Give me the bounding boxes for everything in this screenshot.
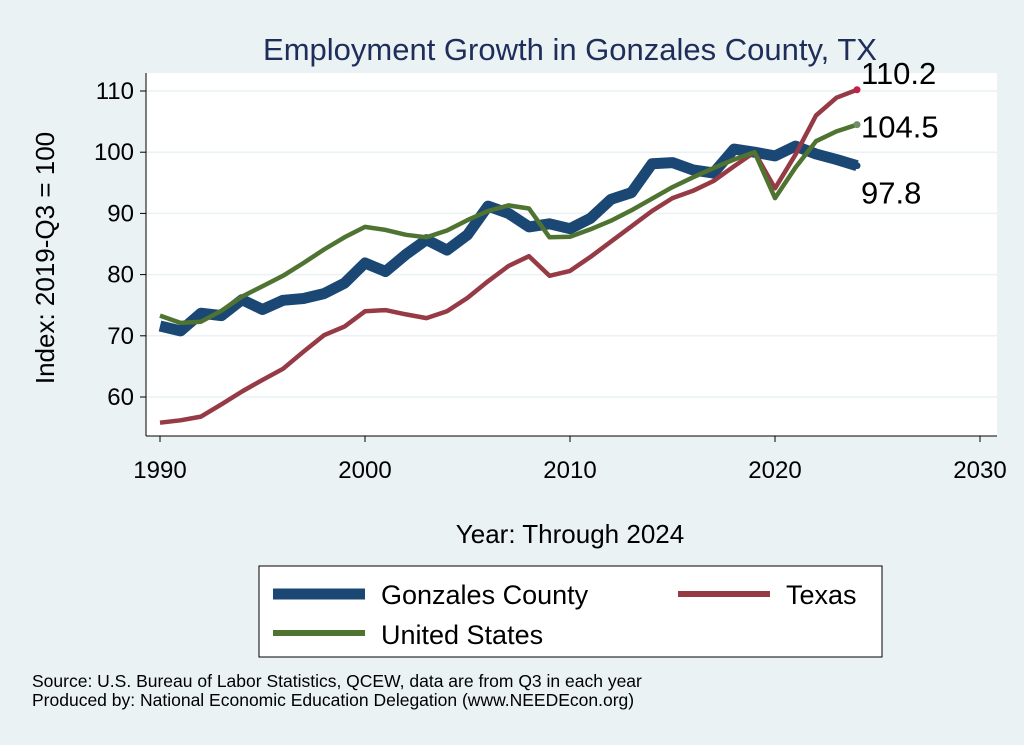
source-note: Source: U.S. Bureau of Labor Statistics,…: [32, 672, 642, 710]
y-tick-label: 110: [96, 78, 134, 105]
end-value-label: 97.8: [861, 176, 921, 211]
x-tick-label: 2020: [748, 457, 801, 484]
y-tick-label: 100: [94, 139, 134, 166]
x-tick-label: 1990: [133, 457, 186, 484]
x-axis-title: Year: Through 2024: [456, 519, 684, 549]
legend-label: United States: [381, 620, 543, 650]
series-lines: [158, 87, 859, 425]
end-value-label: 104.5: [861, 110, 939, 145]
plot-area: [146, 73, 997, 436]
x-tick-label: 2010: [543, 457, 596, 484]
series-end-point: [853, 121, 861, 129]
legend-label: Texas: [786, 580, 857, 610]
legend-box: [258, 565, 883, 658]
end-value-labels: 97.8 110.2 104.5: [853, 56, 939, 211]
x-tick-labels: 1990 2000 2010 2020 2030: [133, 436, 1007, 484]
chart-title: Employment Growth in Gonzales County, TX: [263, 32, 877, 67]
x-tick-label: 2000: [338, 457, 391, 484]
series-line-texas: [159, 87, 858, 425]
series-end-point: [853, 86, 861, 94]
y-tick-labels: 60 70 80 90 100 110: [94, 78, 146, 411]
legend: Gonzales County Texas United States: [258, 565, 883, 658]
series-line-gonzales-county: [158, 140, 859, 337]
x-tick-label: 2030: [953, 457, 1006, 484]
y-tick-label: 70: [107, 323, 134, 350]
series-end-point: [853, 162, 861, 170]
y-tick-label: 80: [107, 262, 134, 289]
end-value-label: 110.2: [861, 56, 936, 91]
y-tick-label: 90: [107, 200, 134, 227]
axes: [145, 73, 997, 437]
source-line: Source: U.S. Bureau of Labor Statistics,…: [32, 671, 642, 691]
y-tick-label: 60: [107, 384, 134, 411]
legend-label: Gonzales County: [381, 580, 589, 610]
series-line-united-states: [159, 122, 858, 326]
producer-line: Produced by: National Economic Education…: [32, 690, 635, 710]
y-axis-title: Index: 2019-Q3 = 100: [30, 132, 60, 384]
